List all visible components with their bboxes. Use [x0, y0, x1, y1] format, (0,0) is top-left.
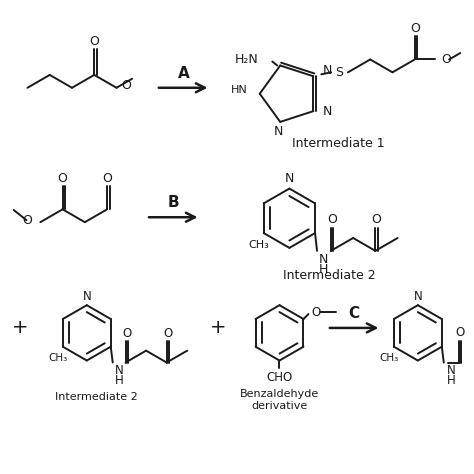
Text: O: O	[441, 53, 451, 66]
Text: N: N	[285, 172, 294, 185]
Text: O: O	[102, 172, 112, 185]
Text: Benzaldehyde: Benzaldehyde	[240, 389, 319, 399]
Text: O: O	[410, 22, 419, 35]
Text: C: C	[348, 306, 359, 320]
Text: O: O	[372, 213, 381, 226]
Text: HN: HN	[231, 85, 248, 95]
Text: N: N	[82, 290, 91, 303]
Text: O: O	[23, 214, 32, 227]
Text: N: N	[319, 253, 328, 266]
Text: O: O	[58, 172, 67, 185]
Text: O: O	[311, 306, 320, 319]
Text: H: H	[115, 374, 123, 387]
Text: O: O	[121, 79, 131, 92]
Text: N: N	[273, 125, 283, 138]
Text: N: N	[323, 64, 333, 77]
Text: O: O	[455, 327, 464, 339]
Text: N: N	[323, 105, 333, 118]
Text: derivative: derivative	[251, 401, 308, 411]
Text: H: H	[319, 263, 328, 276]
Text: S: S	[335, 66, 343, 79]
Text: CH₃: CH₃	[48, 353, 67, 363]
Text: N: N	[447, 364, 456, 377]
Text: N: N	[413, 290, 422, 303]
Text: B: B	[168, 195, 180, 210]
Text: Intermediate 2: Intermediate 2	[55, 392, 138, 402]
Text: +: +	[210, 319, 227, 337]
Text: N: N	[115, 364, 123, 377]
Text: CHO: CHO	[266, 371, 292, 384]
Text: A: A	[178, 66, 190, 82]
Text: Intermediate 1: Intermediate 1	[292, 137, 385, 150]
Text: CH₃: CH₃	[379, 353, 399, 363]
Text: +: +	[12, 319, 29, 337]
Text: O: O	[89, 35, 99, 48]
Text: CH₃: CH₃	[248, 240, 269, 250]
Text: O: O	[163, 327, 172, 340]
Text: H₂N: H₂N	[235, 53, 258, 66]
Text: Intermediate 2: Intermediate 2	[283, 269, 375, 282]
Text: H: H	[447, 374, 456, 387]
Text: O: O	[327, 213, 337, 226]
Text: O: O	[122, 327, 131, 340]
